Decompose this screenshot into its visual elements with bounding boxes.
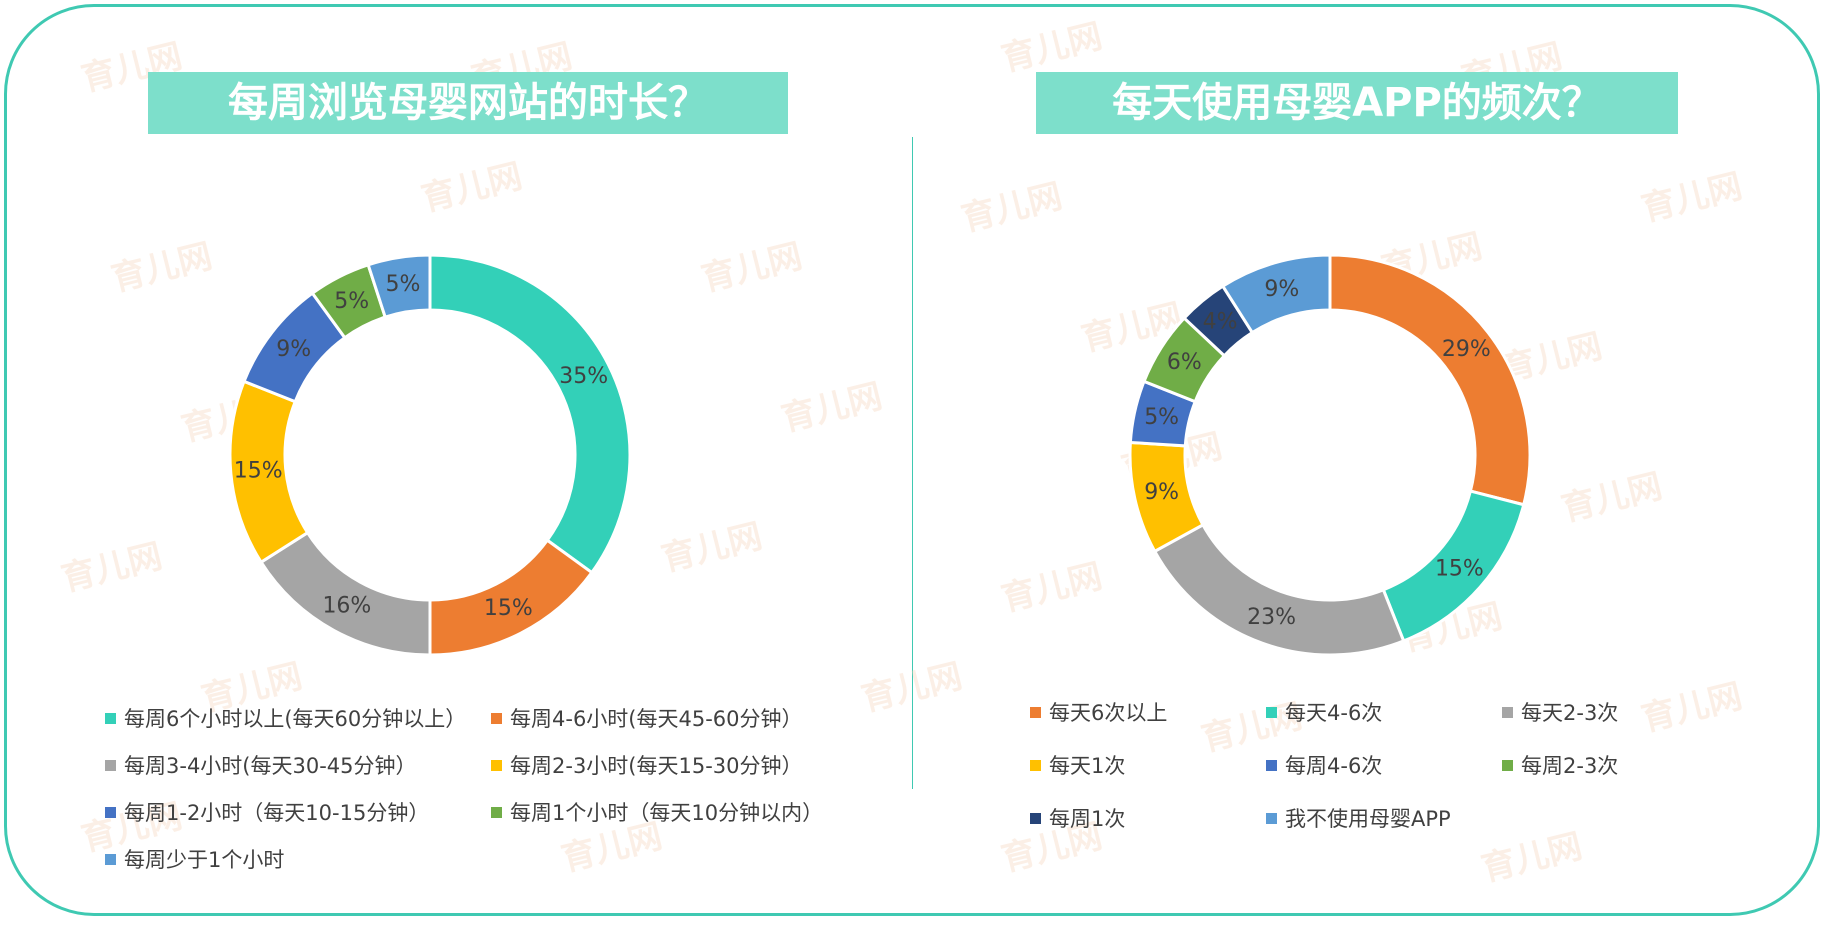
legend-swatch [105, 759, 116, 771]
legend-item: 每天6次以上 [1030, 697, 1167, 727]
legend-swatch [491, 759, 502, 771]
legend-label: 我不使用母婴APP [1285, 807, 1451, 831]
legend-label: 每天1次 [1049, 754, 1126, 778]
legend-swatch [1266, 706, 1277, 718]
legend-item: 每周4-6次 [1266, 750, 1382, 780]
legend-swatch [491, 806, 502, 818]
donut-slice [1220, 253, 1332, 335]
legend-item: 每周2-3小时(每天15-30分钟） [491, 750, 803, 780]
slice-percent-label: 5% [334, 289, 369, 314]
donut-slice [366, 253, 432, 319]
legend-item: 每周2-3次 [1502, 750, 1618, 780]
legend-label: 每周1-2小时（每天10-15分钟） [124, 801, 430, 825]
slice-percent-label: 23% [1247, 605, 1296, 630]
slice-percent-label: 9% [276, 337, 311, 362]
legend-item: 每天2-3次 [1502, 697, 1618, 727]
slice-percent-label: 15% [234, 459, 283, 484]
donut-slice [428, 253, 632, 575]
legend-label: 每天2-3次 [1521, 701, 1619, 725]
legend-item: 每周3-4小时(每天30-45分钟） [105, 750, 417, 780]
legend-label: 每周4-6小时(每天45-60分钟） [510, 707, 803, 731]
legend-label: 每天6次以上 [1049, 701, 1168, 725]
donut-chart-left: 35% 15% 16% 15% 9% 5% 5% [228, 253, 632, 657]
legend-swatch [105, 853, 116, 865]
legend-item: 每周1个小时（每天10分钟以内） [491, 797, 823, 827]
legend-label: 每周1次 [1049, 807, 1126, 831]
legend-swatch [1030, 812, 1041, 824]
legend-swatch [105, 806, 116, 818]
chart-title-right: 每天使用母婴APP的频次？ [1036, 72, 1678, 134]
slice-percent-label: 6% [1167, 350, 1202, 375]
chart-title-left: 每周浏览母婴网站的时长？ [148, 72, 788, 134]
legend-item: 每周1次 [1030, 803, 1125, 833]
slice-percent-label: 35% [559, 364, 608, 389]
legend-swatch [1502, 706, 1513, 718]
slice-percent-label: 4% [1203, 310, 1238, 335]
legend-swatch [105, 712, 116, 724]
slice-percent-label: 29% [1442, 337, 1491, 362]
slice-percent-label: 5% [1144, 405, 1179, 430]
legend-swatch [1030, 706, 1041, 718]
legend-item: 我不使用母婴APP [1266, 803, 1451, 833]
slice-percent-label: 16% [322, 594, 371, 619]
legend-label: 每周6个小时以上(每天60分钟以上） [124, 707, 467, 731]
legend-label: 每周2-3次 [1521, 754, 1619, 778]
donut-slice [1152, 522, 1406, 657]
donut-chart-right: 29% 15% 23% 9% 5% 6%4% 9% [1128, 253, 1532, 657]
legend-item: 每周1-2小时（每天10-15分钟） [105, 797, 429, 827]
slice-percent-label: 5% [386, 272, 421, 297]
legend-item: 每周4-6小时(每天45-60分钟） [491, 703, 803, 733]
legend-item: 每天4-6次 [1266, 697, 1382, 727]
legend-label: 每周3-4小时(每天30-45分钟） [124, 754, 417, 778]
legend-swatch [1502, 759, 1513, 771]
panel-frame [4, 4, 1820, 916]
legend-swatch [1030, 759, 1041, 771]
legend-item: 每周少于1个小时 [105, 844, 284, 874]
slice-percent-label: 15% [1435, 557, 1484, 582]
legend-label: 每周2-3小时(每天15-30分钟） [510, 754, 803, 778]
legend-item: 每天1次 [1030, 750, 1125, 780]
legend-item: 每周6个小时以上(每天60分钟以上） [105, 703, 466, 733]
panel-divider [912, 137, 913, 789]
donut-slice [1328, 253, 1532, 507]
legend-swatch [1266, 812, 1277, 824]
legend-swatch [1266, 759, 1277, 771]
slice-percent-label: 9% [1144, 480, 1179, 505]
legend-label: 每天4-6次 [1285, 701, 1383, 725]
slice-percent-label: 15% [484, 596, 533, 621]
legend-label: 每周1个小时（每天10分钟以内） [510, 801, 824, 825]
legend-label: 每周少于1个小时 [124, 848, 285, 872]
slice-percent-label: 9% [1264, 277, 1299, 302]
legend-label: 每周4-6次 [1285, 754, 1383, 778]
legend-swatch [491, 712, 502, 724]
